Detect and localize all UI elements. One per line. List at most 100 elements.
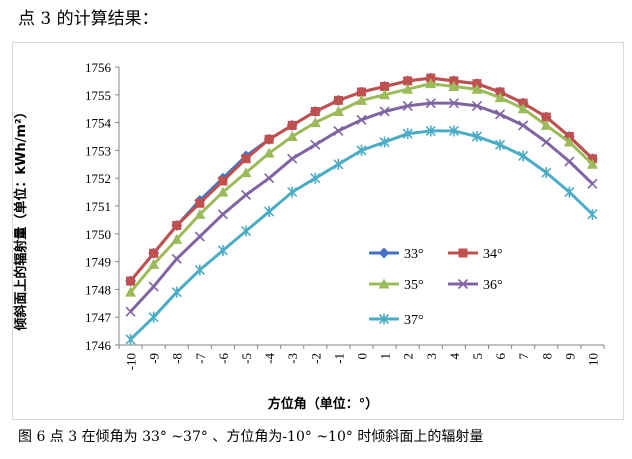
data-point xyxy=(217,186,229,197)
data-point xyxy=(403,76,413,86)
data-point xyxy=(495,139,506,151)
legend-marker xyxy=(458,248,468,258)
legend-item: 33° xyxy=(369,247,424,262)
legend-marker xyxy=(378,313,390,325)
data-point xyxy=(171,253,182,264)
data-point xyxy=(241,154,251,164)
x-tick-label: -7 xyxy=(193,353,208,364)
data-point xyxy=(518,98,528,108)
data-point xyxy=(564,186,575,198)
y-tick-label: 1748 xyxy=(85,282,111,297)
data-point xyxy=(240,225,252,237)
x-tick-label: -9 xyxy=(147,353,162,364)
data-point xyxy=(541,112,551,122)
data-point xyxy=(240,167,252,178)
data-point xyxy=(379,89,391,100)
data-point xyxy=(587,208,598,220)
x-tick-label: 5 xyxy=(470,353,485,360)
x-tick-label: -4 xyxy=(262,353,277,364)
x-tick-label: -6 xyxy=(216,353,231,364)
y-tick-label: 1746 xyxy=(85,338,112,353)
data-point xyxy=(494,92,506,103)
data-point xyxy=(586,158,598,169)
legend-label: 34° xyxy=(483,247,503,262)
data-point xyxy=(471,100,483,111)
data-point xyxy=(240,189,252,200)
series-2 xyxy=(126,73,597,286)
data-point xyxy=(402,83,414,94)
legend-label: 36° xyxy=(483,278,503,293)
data-point xyxy=(287,186,298,198)
data-point xyxy=(264,173,275,184)
legend-marker xyxy=(457,278,469,290)
data-point xyxy=(286,131,298,141)
y-tick-label: 1747 xyxy=(85,310,112,325)
data-point xyxy=(356,94,367,105)
data-point xyxy=(356,114,367,125)
data-point xyxy=(264,134,274,144)
x-tick-label: 6 xyxy=(493,353,508,360)
data-point xyxy=(495,87,505,97)
data-point xyxy=(148,311,159,323)
data-point xyxy=(471,83,483,94)
data-point xyxy=(125,333,136,345)
data-point xyxy=(471,131,483,142)
data-point xyxy=(541,136,552,148)
y-axis-title: 倾斜面上的辐射量（单位：kWh/m²） xyxy=(13,105,29,331)
data-point xyxy=(540,119,552,130)
data-point xyxy=(517,103,529,114)
data-point xyxy=(333,158,344,170)
x-axis-title: 方位角（单位：°） xyxy=(268,396,379,412)
data-point xyxy=(287,120,297,130)
data-point xyxy=(495,109,506,120)
legend-item: 37° xyxy=(369,313,424,328)
data-point xyxy=(194,264,205,276)
data-point xyxy=(195,198,205,208)
y-tick-label: 1749 xyxy=(85,255,111,270)
legend-item: 34° xyxy=(448,247,503,262)
x-tick-label: 4 xyxy=(447,353,462,360)
y-tick-label: 1751 xyxy=(85,199,111,214)
series-5 xyxy=(125,125,598,345)
data-point xyxy=(310,106,320,116)
data-point xyxy=(309,117,321,128)
legend-marker xyxy=(378,247,390,259)
series-4 xyxy=(125,98,598,317)
x-tick-label: 0 xyxy=(355,353,370,360)
legend-label: 37° xyxy=(404,313,424,328)
data-point xyxy=(356,144,367,156)
line-chart: 1746174717481749175017511752175317541755… xyxy=(13,60,605,412)
data-point xyxy=(217,209,228,220)
data-point xyxy=(333,95,343,105)
data-point xyxy=(587,178,598,189)
series-line xyxy=(129,82,594,294)
x-tick-label: 10 xyxy=(585,353,600,366)
data-point xyxy=(217,244,228,256)
x-tick-label: -8 xyxy=(170,353,185,364)
data-point xyxy=(194,208,206,219)
data-point xyxy=(333,125,344,137)
data-point xyxy=(379,106,390,117)
data-point xyxy=(194,231,205,242)
data-point xyxy=(218,176,228,186)
series-3 xyxy=(125,78,598,297)
data-point xyxy=(380,81,390,91)
data-point xyxy=(172,220,182,230)
x-tick-label: 1 xyxy=(378,353,393,360)
data-point xyxy=(310,139,321,150)
data-point xyxy=(448,98,459,109)
data-point xyxy=(263,147,275,158)
data-point xyxy=(425,78,437,89)
x-tick-label: -10 xyxy=(124,353,139,370)
figure-caption: 图 6 点 3 在倾角为 33° ~37° 、方位角为-10° ~10° 时倾斜… xyxy=(18,429,484,445)
data-point xyxy=(587,154,597,164)
x-tick-label: -2 xyxy=(308,353,323,364)
data-point xyxy=(125,306,136,317)
y-tick-label: 1753 xyxy=(85,143,111,158)
data-point xyxy=(541,167,552,179)
data-point xyxy=(148,258,160,269)
data-point xyxy=(425,125,436,137)
legend-marker xyxy=(378,278,390,289)
data-point xyxy=(563,136,575,147)
x-tick-label: 2 xyxy=(401,353,416,360)
